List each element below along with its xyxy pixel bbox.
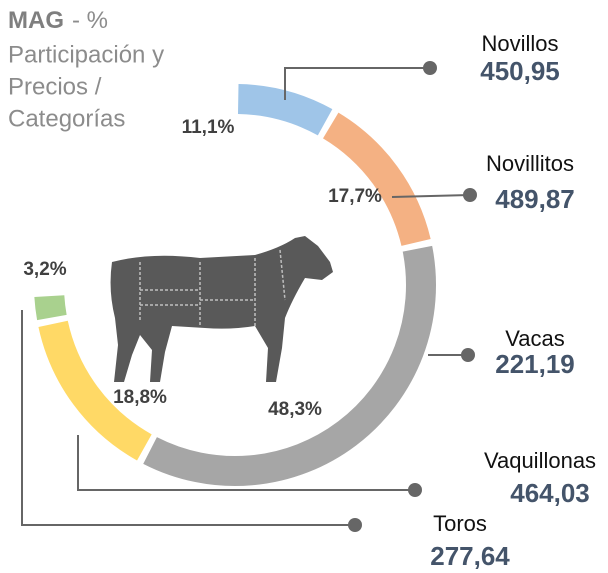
title-bold: MAG bbox=[8, 7, 64, 34]
title-line: - % bbox=[72, 7, 108, 34]
leader-dot bbox=[408, 483, 422, 497]
chart-title: MAG - % bbox=[8, 7, 108, 34]
cow-silhouette bbox=[110, 236, 333, 382]
price-label: 221,19 bbox=[495, 349, 575, 379]
percent-label: 11,1% bbox=[182, 117, 235, 138]
category-label: Novillitos bbox=[486, 151, 574, 176]
category-label: Novillos bbox=[481, 31, 558, 56]
category-label: Vaquillonas bbox=[484, 448, 596, 473]
leader-dot bbox=[463, 188, 477, 202]
leader-line bbox=[391, 194, 471, 198]
leader-line bbox=[21, 310, 355, 526]
leader-dot bbox=[461, 348, 475, 362]
price-label: 450,95 bbox=[480, 56, 560, 86]
price-label: 277,64 bbox=[430, 541, 510, 571]
title-line: Categorías bbox=[8, 105, 125, 132]
leader-line bbox=[284, 67, 430, 100]
donut-segment bbox=[38, 320, 152, 461]
percent-label: 3,2% bbox=[23, 259, 66, 280]
percent-label: 17,7% bbox=[328, 186, 382, 207]
percent-label: 48,3% bbox=[268, 399, 322, 420]
price-label: 464,03 bbox=[510, 478, 590, 508]
donut-segment bbox=[34, 295, 67, 321]
category-label: Vacas bbox=[505, 326, 565, 351]
category-label: Toros bbox=[433, 511, 487, 536]
percent-label: 18,8% bbox=[113, 387, 167, 408]
leader-dot bbox=[348, 518, 362, 532]
cow-cuts bbox=[139, 249, 286, 326]
leader-dot bbox=[423, 61, 437, 75]
title-line: Participación y bbox=[8, 41, 164, 68]
price-label: 489,87 bbox=[495, 184, 575, 214]
donut-segment bbox=[143, 245, 436, 486]
donut-segment bbox=[237, 84, 333, 136]
donut-segment bbox=[322, 112, 431, 247]
leader-line bbox=[77, 435, 415, 491]
title-line: Precios / bbox=[8, 73, 102, 100]
